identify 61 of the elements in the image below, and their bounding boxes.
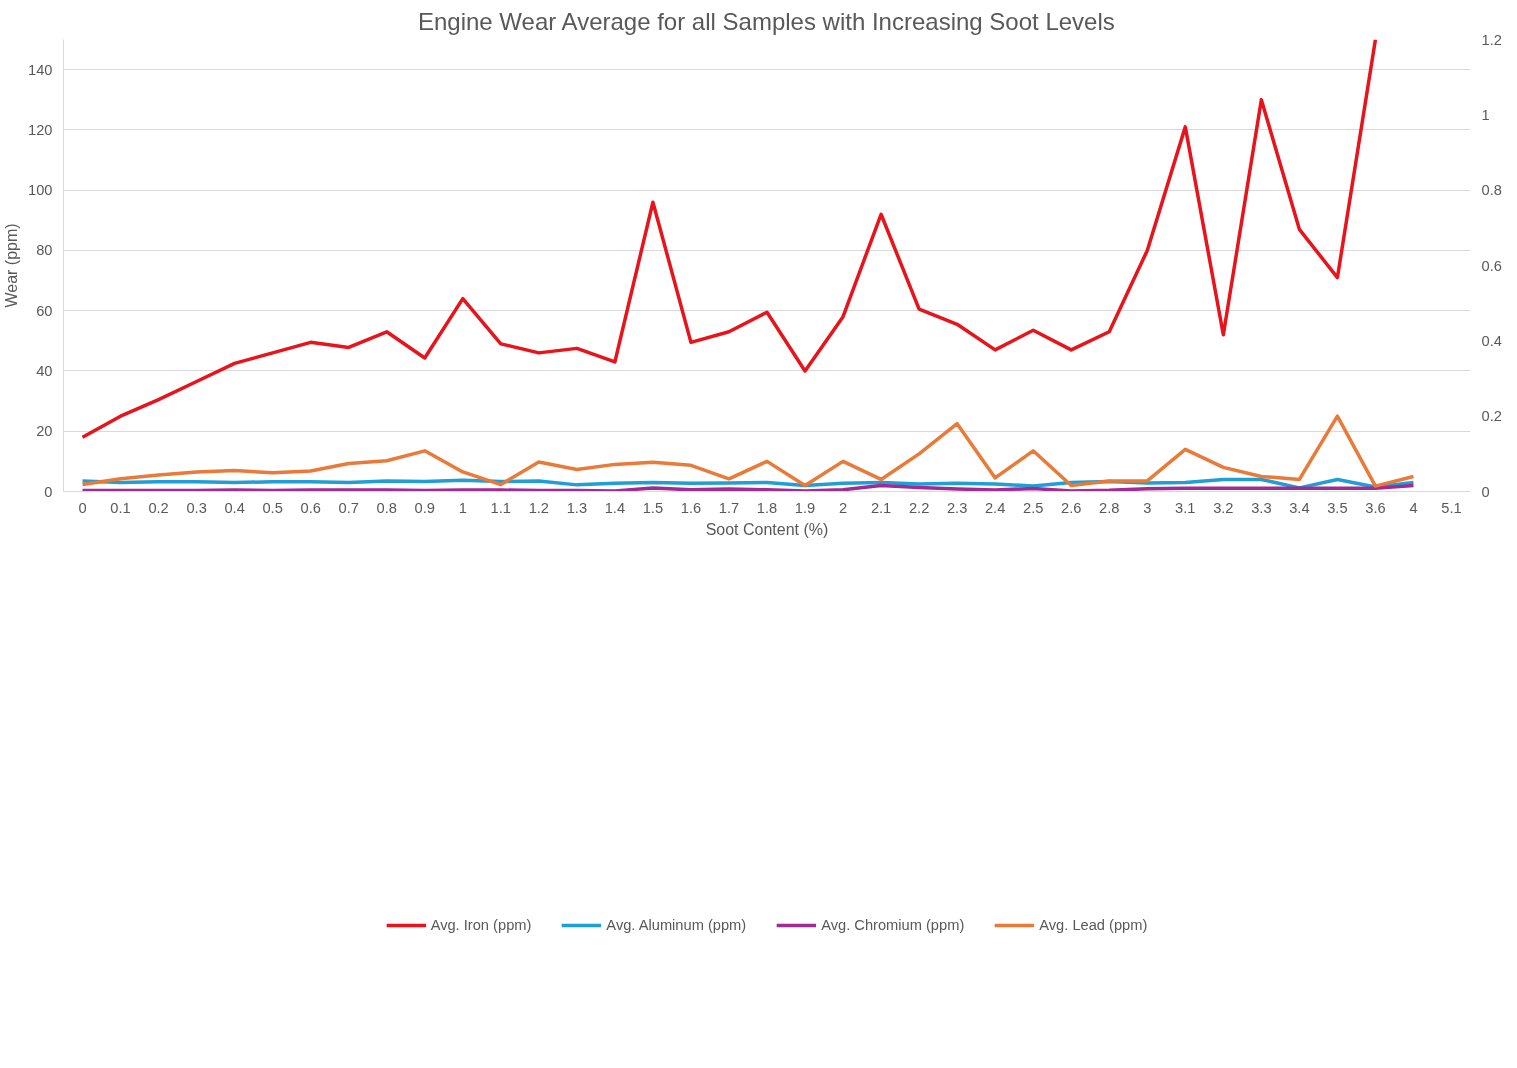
x-tick-label: 1.3 <box>566 499 588 516</box>
x-tick-label: 2.5 <box>1023 499 1044 516</box>
x-tick-label: 3 <box>1143 499 1152 516</box>
x-tick-label: 1.7 <box>718 499 740 516</box>
legend-label: Avg. Aluminum (ppm) <box>606 917 747 933</box>
x-tick-label: 1.6 <box>680 499 702 516</box>
y2-tick-label: 0.8 <box>1481 182 1502 199</box>
x-tick-label: 2.1 <box>870 499 892 516</box>
y2-tick-label: 0 <box>1481 483 1490 500</box>
x-tick-label: 3.5 <box>1327 499 1348 516</box>
x-tick-label: 3.1 <box>1175 499 1196 516</box>
y2-tick-label: 0.6 <box>1481 257 1502 274</box>
x-tick-label: 2.4 <box>984 499 1006 516</box>
legend-label: Avg. Lead (ppm) <box>1039 917 1148 933</box>
x-tick-label: 0.2 <box>148 499 169 516</box>
line-series <box>80 414 1416 488</box>
x-tick-label: 2.8 <box>1099 499 1120 516</box>
x-tick-label: 3.2 <box>1213 499 1234 516</box>
x-tick-label: 3.6 <box>1365 499 1386 516</box>
y-tick-label: 100 <box>28 182 53 199</box>
x-tick-label: 1.9 <box>794 499 816 516</box>
x-tick-label: 1.8 <box>756 499 778 516</box>
y-tick-label: 120 <box>28 121 53 138</box>
x-tick-label: 0.9 <box>414 499 435 516</box>
x-axis-title: Soot Content (%) <box>705 520 829 538</box>
line-series <box>80 39 1378 440</box>
x-tick-label: 2.2 <box>908 499 930 516</box>
x-tick-label: 1.5 <box>642 499 664 516</box>
x-tick-label: 1.4 <box>604 499 626 516</box>
y2-tick-label: 0.4 <box>1481 332 1502 349</box>
x-tick-label: 0.8 <box>376 499 397 516</box>
x-tick-label: 2.6 <box>1061 499 1082 516</box>
x-tick-label: 4 <box>1409 499 1418 516</box>
y2-tick-label: 1 <box>1481 106 1490 123</box>
x-tick-label: 1.2 <box>528 499 550 516</box>
x-tick-label: 0.4 <box>224 499 245 516</box>
x-tick-label: 3.3 <box>1251 499 1272 516</box>
y2-tick-label: 0.2 <box>1481 408 1502 425</box>
x-tick-label: 1 <box>458 499 467 516</box>
x-tick-label: 2.3 <box>946 499 968 516</box>
x-tick-label: 0 <box>78 499 87 516</box>
y-axis-title: Wear (ppm) <box>3 223 21 308</box>
x-tick-label: 2 <box>838 499 848 516</box>
x-tick-label: 0.3 <box>186 499 207 516</box>
x-tick-label: 3.4 <box>1289 499 1310 516</box>
y-tick-label: 80 <box>36 242 53 259</box>
y-tick-label: 40 <box>36 362 53 379</box>
x-tick-label: 1.1 <box>490 499 511 516</box>
legend-label: Avg. Iron (ppm) <box>430 917 532 933</box>
y2-tick-label: 1.2 <box>1481 31 1502 48</box>
x-tick-label: 0.1 <box>110 499 131 516</box>
x-tick-label: 0.5 <box>262 499 283 516</box>
x-tick-label: 0.7 <box>338 499 359 516</box>
y-tick-label: 140 <box>28 61 53 78</box>
x-tick-label: 0.6 <box>300 499 321 516</box>
y-tick-label: 0 <box>44 483 53 500</box>
chart-title: Engine Wear Average for all Samples with Increasing Soot Levels <box>417 7 1115 35</box>
x-tick-label: 5.1 <box>1441 499 1462 516</box>
y-tick-label: 20 <box>36 423 53 440</box>
legend-label: Avg. Chromium (ppm) <box>821 917 965 933</box>
y-tick-label: 60 <box>36 302 53 319</box>
